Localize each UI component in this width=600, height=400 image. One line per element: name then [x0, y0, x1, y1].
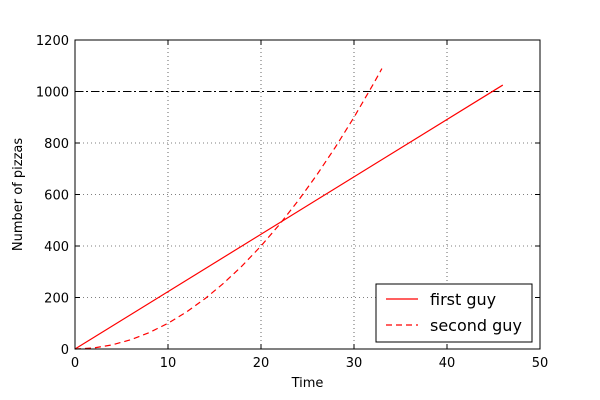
x-tick-label: 10 [160, 356, 177, 371]
x-tick-label: 0 [71, 356, 79, 371]
y-tick-label: 0 [61, 343, 69, 358]
y-tick-label: 400 [44, 240, 69, 255]
legend-box [375, 283, 533, 343]
grid [75, 40, 540, 349]
x-axis-label: Time [291, 376, 324, 391]
series-line-2 [74, 68, 383, 350]
y-tick-label: 1200 [36, 34, 69, 49]
series-line-1 [74, 84, 504, 350]
legend: first guy second guy [375, 283, 533, 343]
y-tick-label: 600 [44, 189, 69, 204]
legend-label: second guy [430, 316, 522, 335]
y-tick-label: 200 [44, 292, 69, 307]
x-tick-label: 30 [346, 356, 363, 371]
y-tick-label: 800 [44, 137, 69, 152]
y-axis-label: Number of pizzas [11, 138, 26, 251]
x-tick-label: 20 [253, 356, 270, 371]
x-tick-label: 40 [439, 356, 456, 371]
axis-ticks: 0 10 20 30 40 50 0 200 400 600 800 1000 1200 [36, 34, 548, 371]
legend-label: first guy [430, 290, 496, 309]
y-tick-label: 1000 [36, 86, 69, 101]
series-lines [74, 68, 504, 350]
x-tick-label: 50 [532, 356, 549, 371]
